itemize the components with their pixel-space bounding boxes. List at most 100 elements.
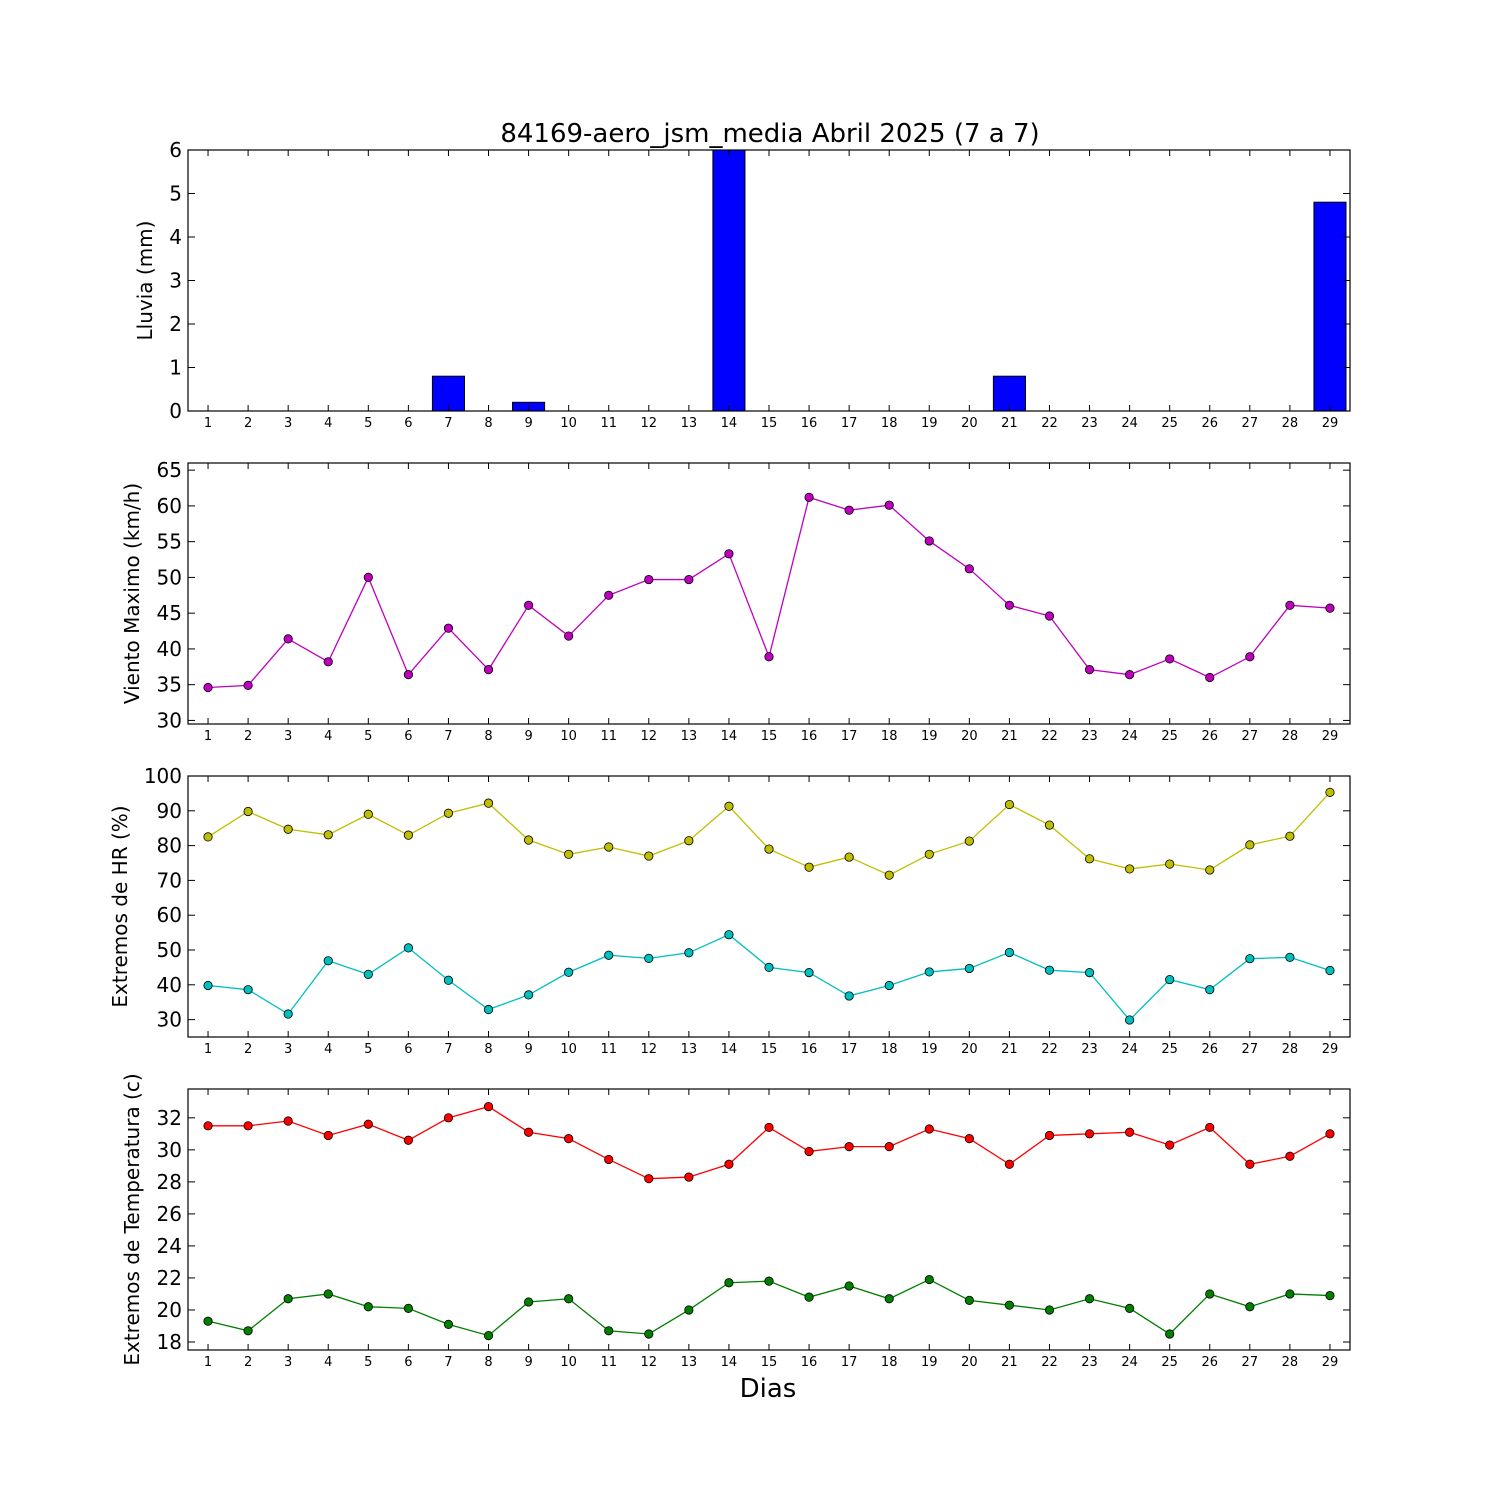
x-tick-label: 29	[1322, 1042, 1339, 1057]
x-tick-label: 27	[1242, 416, 1259, 431]
point-series-1-day-7	[443, 808, 454, 818]
x-tick-label: 28	[1282, 729, 1299, 744]
y-tick-label: 5	[169, 182, 182, 206]
point-series-1-day-15	[764, 1122, 774, 1133]
x-tick-label: 15	[761, 729, 778, 744]
point-series-1-day-29	[1325, 787, 1335, 797]
x-tick-label: 6	[404, 1042, 412, 1057]
point-series-1-day-12	[644, 574, 654, 585]
point-series-2-day-9	[523, 990, 534, 1000]
point-series-1-day-25	[1165, 654, 1175, 664]
x-tick-label: 12	[641, 1355, 658, 1370]
point-series-1-day-18	[884, 870, 894, 880]
x-tick-label: 20	[961, 416, 978, 431]
point-series-1-day-8	[483, 665, 494, 675]
point-series-2-day-29	[1325, 965, 1335, 976]
x-tick-label: 22	[1041, 1042, 1058, 1057]
point-series-2-day-1	[203, 1316, 213, 1326]
x-tick-label: 17	[841, 729, 858, 744]
point-series-2-day-15	[764, 962, 774, 973]
x-tick-label: 9	[524, 416, 532, 431]
x-tick-label: 5	[364, 1042, 372, 1057]
x-tick-label: 7	[444, 416, 452, 431]
point-series-2-day-23	[1084, 968, 1095, 978]
point-series-1-day-4	[323, 1130, 333, 1141]
point-series-1-day-20	[964, 1134, 974, 1144]
x-axis-label: Dias	[740, 1374, 797, 1404]
point-series-1-day-14	[724, 549, 734, 559]
point-series-1-day-29	[1325, 603, 1335, 613]
x-tick-label: 19	[921, 416, 938, 431]
point-series-2-day-5	[363, 1302, 373, 1312]
x-tick-label: 16	[801, 1355, 818, 1370]
x-tick-label: 13	[681, 1355, 698, 1370]
point-series-2-day-10	[564, 967, 574, 977]
point-series-1-day-2	[243, 1121, 253, 1131]
x-tick-label: 2	[244, 416, 252, 431]
point-series-1-day-23	[1084, 1129, 1095, 1139]
x-tick-label: 10	[560, 416, 577, 431]
x-tick-label: 29	[1322, 1355, 1339, 1370]
point-series-2-day-13	[684, 948, 694, 958]
x-tick-label: 26	[1201, 1042, 1218, 1057]
point-series-1-day-1	[203, 1121, 213, 1131]
point-series-2-day-4	[323, 956, 333, 966]
point-series-2-day-27	[1245, 954, 1255, 964]
point-series-1-day-9	[523, 1127, 534, 1137]
x-tick-label: 14	[721, 416, 738, 431]
point-series-1-day-18	[884, 500, 894, 510]
point-series-1-day-4	[323, 830, 333, 840]
point-series-1-day-8	[483, 1102, 494, 1112]
point-series-1-day-5	[363, 809, 373, 819]
y-axis-label: Lluvia (mm)	[133, 221, 157, 341]
x-tick-label: 4	[324, 1355, 332, 1370]
point-series-1-day-8	[483, 798, 494, 808]
x-tick-label: 22	[1041, 1355, 1058, 1370]
x-tick-label: 25	[1161, 729, 1178, 744]
point-series-2-day-8	[483, 1330, 494, 1341]
point-series-2-day-20	[964, 1295, 974, 1305]
point-series-2-day-17	[844, 1281, 854, 1291]
x-tick-label: 27	[1242, 1355, 1259, 1370]
point-series-1-day-19	[924, 1124, 934, 1134]
x-tick-label: 13	[681, 1042, 698, 1057]
point-series-2-day-4	[323, 1289, 333, 1299]
point-series-1-day-28	[1285, 1151, 1295, 1161]
x-tick-label: 17	[841, 1355, 858, 1370]
point-series-1-day-21	[1004, 799, 1015, 810]
point-series-1-day-5	[363, 572, 373, 583]
x-tick-label: 18	[881, 416, 898, 431]
y-tick-label: 22	[157, 1266, 182, 1290]
point-series-2-day-3	[283, 1009, 293, 1019]
point-series-1-day-28	[1285, 600, 1295, 610]
point-series-1-day-29	[1325, 1129, 1335, 1139]
point-series-2-day-13	[684, 1305, 694, 1315]
point-series-1-day-20	[964, 564, 974, 574]
x-tick-label: 22	[1041, 729, 1058, 744]
point-series-2-day-25	[1165, 1329, 1175, 1339]
x-tick-label: 27	[1242, 1042, 1259, 1057]
point-series-1-day-3	[283, 1116, 293, 1126]
x-tick-label: 20	[961, 729, 978, 744]
point-series-1-day-1	[203, 682, 213, 693]
point-series-1-day-20	[964, 836, 974, 846]
x-tick-label: 29	[1322, 416, 1339, 431]
point-series-1-day-17	[844, 852, 854, 862]
point-series-1-day-10	[564, 849, 574, 859]
point-series-1-day-1	[203, 832, 213, 842]
point-series-2-day-26	[1205, 985, 1215, 995]
x-tick-label: 26	[1201, 729, 1218, 744]
chart-title: 84169-aero_jsm_media Abril 2025 (7 a 7)	[500, 119, 1039, 149]
point-series-1-day-23	[1084, 854, 1095, 864]
y-tick-label: 24	[157, 1234, 182, 1258]
x-tick-label: 8	[484, 1355, 492, 1370]
x-tick-label: 14	[721, 1042, 738, 1057]
point-series-2-day-12	[644, 953, 654, 963]
point-series-1-day-19	[924, 536, 934, 546]
point-series-1-day-10	[564, 1134, 574, 1144]
point-series-1-day-11	[604, 842, 614, 852]
point-series-1-day-16	[804, 1146, 814, 1157]
x-tick-label: 11	[600, 729, 617, 744]
point-series-1-day-26	[1205, 865, 1215, 875]
